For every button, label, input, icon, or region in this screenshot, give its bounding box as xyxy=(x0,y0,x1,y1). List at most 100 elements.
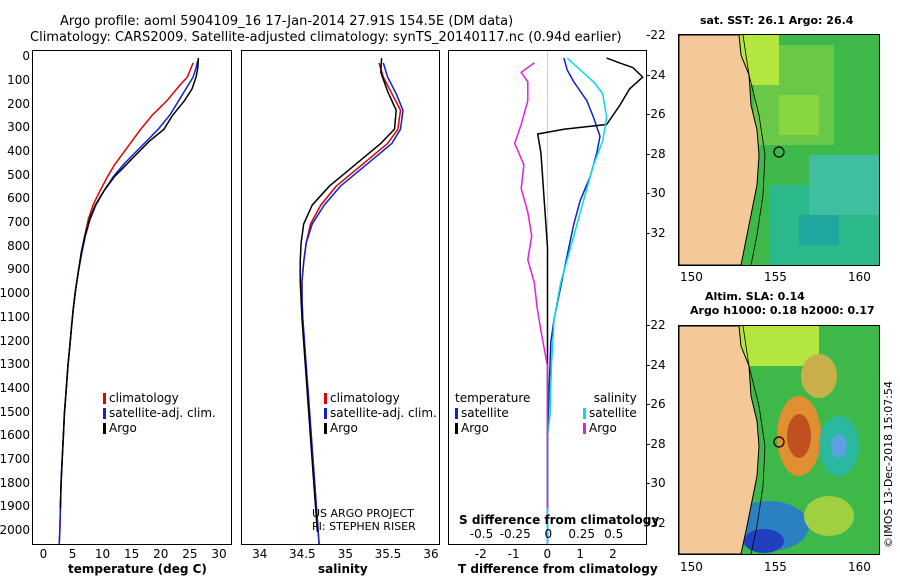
depth-tick-label: 300 xyxy=(7,120,30,135)
depth-tick-label: 100 xyxy=(7,72,30,87)
series-line-t-argo xyxy=(536,57,644,509)
sst-lat-tick: -22 xyxy=(646,28,666,42)
sla-lat-tick: -30 xyxy=(646,476,666,490)
depth-tick-label: 2000 xyxy=(0,523,30,538)
legend-swatch-satellite xyxy=(324,408,327,419)
sst-lat-tick: -28 xyxy=(646,146,666,161)
difference-tick-label: 0 xyxy=(543,547,552,561)
depth-tick-label: 1900 xyxy=(0,499,30,514)
depth-tick-label: 1600 xyxy=(0,428,30,443)
title-line-1: Argo profile: aoml 5904109_16 17-Jan-201… xyxy=(60,14,514,29)
title-line-2: Climatology: CARS2009. Satellite-adjuste… xyxy=(30,30,622,45)
difference-legend-salinity: salinity satellite Argo xyxy=(583,391,637,436)
sst-lat-tick: -26 xyxy=(646,107,666,121)
difference-panel: temperature satellite Argo salinity sate… xyxy=(448,50,659,545)
sst-lon-tick: 160 xyxy=(848,270,871,284)
salinity-tick-label: 34 xyxy=(252,547,268,561)
salinity-tick-label: 35.5 xyxy=(374,547,402,561)
depth-tick-label: 700 xyxy=(7,215,30,230)
s-difference-tick-label: -0.5 xyxy=(469,527,494,541)
s-difference-tick-label: 0.25 xyxy=(568,527,596,541)
temperature-panel: climatology satellite-adj. clim. Argo xyxy=(32,50,232,545)
legend-swatch-s-satellite xyxy=(583,408,586,419)
salinity-x-label: salinity xyxy=(318,562,368,576)
salinity-plot xyxy=(299,58,404,544)
s-difference-label: S difference from climatology xyxy=(459,513,660,527)
depth-tick-label: 0 xyxy=(22,49,30,64)
legend-title-temperature: temperature xyxy=(455,391,531,405)
depth-tick-label: 600 xyxy=(7,191,30,206)
temperature-tick-label: 0 xyxy=(39,547,48,561)
legend-swatch-satellite xyxy=(103,408,106,419)
argo-location-marker xyxy=(773,146,785,158)
legend-title-salinity: salinity xyxy=(593,391,637,405)
sla-lat-tick: -32 xyxy=(646,515,666,530)
legend-label-climatology: climatology xyxy=(330,391,400,405)
sla-lat-tick: -22 xyxy=(646,318,666,332)
sla-lon-tick: 160 xyxy=(848,560,871,574)
temperature-tick-label: 20 xyxy=(153,547,169,561)
depth-tick-label: 1100 xyxy=(0,309,30,324)
legend-label-t-satellite: satellite xyxy=(461,406,509,420)
salinity-panel: climatology satellite-adj. clim. Argo US… xyxy=(241,50,440,545)
legend-swatch-s-argo xyxy=(583,423,586,434)
depth-tick-label: 1200 xyxy=(0,333,30,348)
project-annotation-1: US ARGO PROJECT xyxy=(312,507,414,520)
salinity-tick-label: 34.5 xyxy=(288,547,316,561)
salinity-legend: climatology satellite-adj. clim. Argo xyxy=(324,391,437,436)
legend-swatch-argo xyxy=(324,423,327,434)
sst-label: sat. SST: 26.1 Argo: 26.4 xyxy=(700,14,854,27)
legend-label-argo: Argo xyxy=(109,421,137,435)
difference-plot xyxy=(513,51,644,544)
series-line-argo xyxy=(299,58,397,533)
series-line-satellite xyxy=(58,60,199,544)
sla-lat-tick: -24 xyxy=(646,357,666,372)
sla-map xyxy=(678,325,880,555)
temperature-tick-label: 25 xyxy=(182,547,198,561)
s-difference-tick-label: 0 xyxy=(544,527,553,541)
depth-tick-label: 1300 xyxy=(0,357,30,372)
sst-lat-tick: -24 xyxy=(646,67,666,82)
depth-tick-label: 1800 xyxy=(0,475,30,490)
legend-label-s-argo: Argo xyxy=(589,421,617,435)
sla-lon-tick: 155 xyxy=(764,560,787,574)
difference-tick-label: -1 xyxy=(507,547,520,561)
series-line-argo xyxy=(59,58,200,509)
series-line-satellite xyxy=(301,62,404,544)
difference-tick-label: 1 xyxy=(576,547,584,561)
difference-x-label: T difference from climatology xyxy=(458,562,658,576)
legend-label-satellite: satellite-adj. clim. xyxy=(109,406,216,420)
depth-tick-label: 1500 xyxy=(0,404,30,419)
depth-tick-label: 900 xyxy=(7,262,30,277)
sla-lat-tick: -28 xyxy=(646,436,666,451)
depth-tick-label: 400 xyxy=(7,143,30,158)
sst-lat-tick: -32 xyxy=(646,225,666,240)
legend-label-climatology: climatology xyxy=(109,391,179,405)
s-difference-tick-label: -0.25 xyxy=(499,527,531,541)
depth-tick-label: 800 xyxy=(7,238,30,253)
series-line-climatology xyxy=(301,62,402,544)
imos-credit: ©IMOS 13-Dec-2018 15:07:54 xyxy=(882,381,895,548)
sla-map-graphic xyxy=(679,326,879,554)
project-annotation-2: PI: STEPHEN RISER xyxy=(312,520,416,533)
legend-swatch-t-satellite xyxy=(455,408,458,419)
legend-label-s-satellite: satellite xyxy=(589,406,637,420)
depth-tick-label: 500 xyxy=(7,167,30,182)
temperature-legend: climatology satellite-adj. clim. Argo xyxy=(103,391,216,436)
sst-map xyxy=(678,34,880,266)
temperature-tick-label: 5 xyxy=(68,547,77,561)
depth-tick-label: 1000 xyxy=(0,286,30,301)
legend-swatch-t-argo xyxy=(455,423,458,434)
temperature-plot xyxy=(58,58,200,544)
temperature-tick-label: 15 xyxy=(124,547,140,561)
difference-legend-temperature: temperature satellite Argo xyxy=(455,391,530,436)
temperature-tick-label: 30 xyxy=(211,547,227,561)
legend-swatch-climatology xyxy=(103,393,106,404)
depth-tick-label: 1700 xyxy=(0,452,30,467)
argo-location-marker xyxy=(773,436,785,448)
sla-lon-tick: 150 xyxy=(680,560,703,574)
sst-lon-tick: 155 xyxy=(764,270,787,284)
legend-swatch-argo xyxy=(103,423,106,434)
sst-lon-tick: 150 xyxy=(680,270,703,284)
difference-tick-label: -2 xyxy=(474,547,487,561)
